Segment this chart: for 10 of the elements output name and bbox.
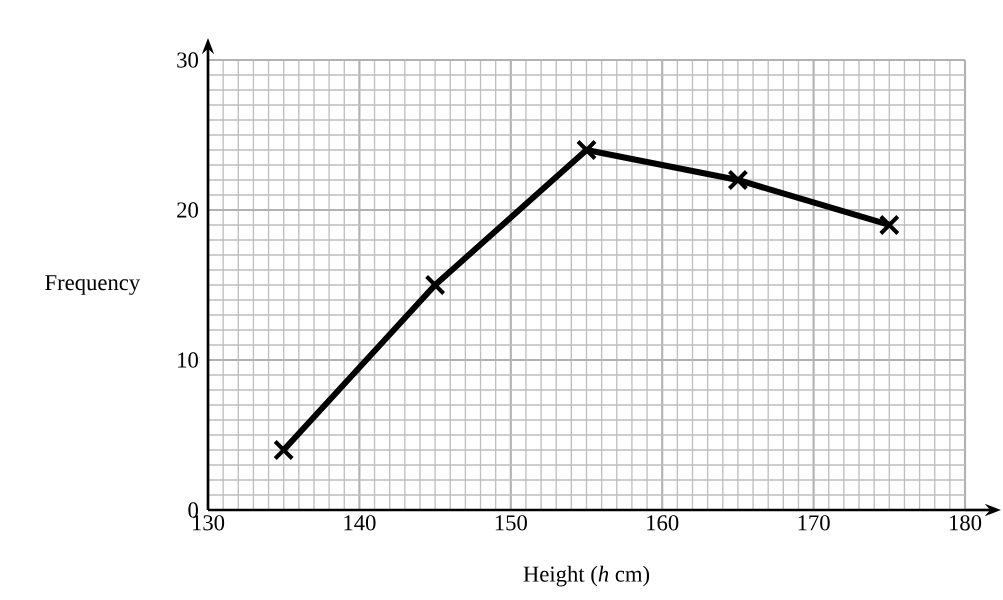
x-tick-label: 160 [647, 515, 679, 531]
x-tick-label: 150 [495, 515, 527, 531]
x-axis-title: Height (h cm) [523, 565, 650, 587]
y-tick-label: 20 [177, 202, 198, 218]
x-tick-label: 170 [798, 515, 830, 531]
y-axis-title: Frequency [45, 275, 141, 295]
y-tick-label: 10 [178, 352, 198, 368]
x-tick-label: 140 [344, 515, 376, 531]
x-tick-label: 180 [949, 515, 982, 531]
y-tick-label: 30 [177, 52, 198, 68]
